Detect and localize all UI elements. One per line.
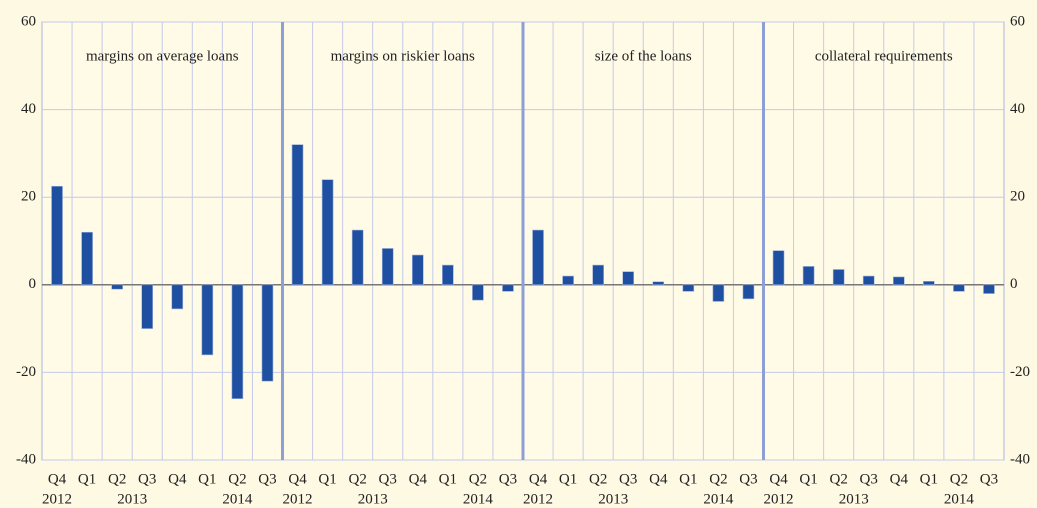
bar [862, 275, 875, 286]
bar [562, 275, 574, 286]
panel-title: collateral requirements [815, 48, 953, 64]
bar [291, 144, 304, 286]
bar [832, 269, 845, 286]
x-tick-label: Q2 [469, 471, 487, 487]
x-tick-label: Q2 [108, 471, 126, 487]
bar [983, 284, 995, 294]
x-group-label: 2012 [42, 491, 72, 507]
x-group-label: 2014 [222, 491, 253, 507]
bar [502, 284, 514, 292]
bar [231, 284, 244, 399]
bar [351, 229, 364, 286]
bar [772, 250, 785, 286]
x-tick-label: Q4 [48, 471, 67, 487]
x-tick-label: Q3 [258, 471, 276, 487]
x-group-label: 2013 [598, 491, 628, 507]
bar [592, 264, 604, 286]
x-tick-label: Q3 [379, 471, 397, 487]
bar [532, 229, 544, 286]
x-tick-label: Q4 [529, 471, 548, 487]
y-tick-label: -20 [16, 364, 36, 380]
bar [411, 254, 424, 286]
x-tick-label: Q1 [920, 471, 938, 487]
bar [923, 280, 935, 286]
bar [892, 276, 905, 286]
x-tick-label: Q1 [559, 471, 577, 487]
x-tick-label: Q2 [228, 471, 246, 487]
bar [472, 284, 484, 301]
x-tick-label: Q3 [619, 471, 637, 487]
x-tick-label: Q4 [168, 471, 187, 487]
x-group-label: 2013 [117, 491, 147, 507]
x-tick-label: Q2 [709, 471, 727, 487]
x-tick-label: Q2 [950, 471, 968, 487]
x-tick-label: Q4 [769, 471, 788, 487]
x-tick-label: Q3 [499, 471, 517, 487]
bar [802, 266, 815, 286]
y-tick-label: -40 [16, 451, 36, 467]
x-tick-label: Q2 [829, 471, 847, 487]
bar [171, 284, 184, 310]
x-tick-label: Q3 [739, 471, 757, 487]
bar [51, 185, 63, 286]
y2-tick-label: -20 [1010, 364, 1030, 380]
x-group-label: 2012 [283, 491, 313, 507]
bar [261, 284, 274, 382]
x-tick-label: Q2 [348, 471, 366, 487]
bar [111, 284, 123, 290]
x-group-label: 2012 [523, 491, 553, 507]
y2-tick-label: 20 [1010, 189, 1025, 205]
x-tick-label: Q3 [980, 471, 998, 487]
bar [652, 281, 665, 286]
bar [742, 284, 755, 300]
y-tick-label: 0 [29, 276, 37, 292]
bar [381, 248, 394, 286]
y-tick-label: 20 [21, 189, 36, 205]
bar [953, 284, 965, 292]
bar [712, 284, 725, 302]
bar [201, 284, 214, 356]
x-tick-label: Q1 [318, 471, 336, 487]
x-tick-label: Q3 [860, 471, 878, 487]
bar [682, 284, 695, 292]
x-tick-label: Q4 [288, 471, 307, 487]
x-tick-label: Q4 [409, 471, 428, 487]
bar [81, 231, 93, 286]
x-tick-label: Q1 [198, 471, 216, 487]
panel-title: size of the loans [595, 48, 692, 64]
y2-tick-label: 0 [1010, 276, 1018, 292]
bar [141, 284, 154, 329]
panel-title: margins on riskier loans [331, 48, 475, 64]
x-tick-label: Q1 [799, 471, 817, 487]
x-group-label: 2013 [358, 491, 388, 507]
y-tick-label: 60 [21, 13, 36, 29]
x-tick-label: Q4 [649, 471, 668, 487]
x-tick-label: Q1 [78, 471, 96, 487]
x-group-label: 2014 [463, 491, 494, 507]
x-group-label: 2013 [839, 491, 869, 507]
x-tick-label: Q1 [679, 471, 697, 487]
y-tick-label: 40 [21, 101, 36, 117]
y2-tick-label: 40 [1010, 101, 1025, 117]
x-group-label: 2014 [944, 491, 975, 507]
x-group-label: 2012 [764, 491, 794, 507]
x-tick-label: Q2 [589, 471, 607, 487]
x-group-label: 2014 [703, 491, 734, 507]
panel-title: margins on average loans [86, 48, 239, 64]
bar [622, 271, 635, 286]
y2-tick-label: -40 [1010, 451, 1030, 467]
bar [442, 264, 454, 286]
x-tick-label: Q4 [890, 471, 909, 487]
x-tick-label: Q3 [138, 471, 156, 487]
bar [321, 179, 334, 286]
x-tick-label: Q1 [439, 471, 457, 487]
y2-tick-label: 60 [1010, 13, 1025, 29]
